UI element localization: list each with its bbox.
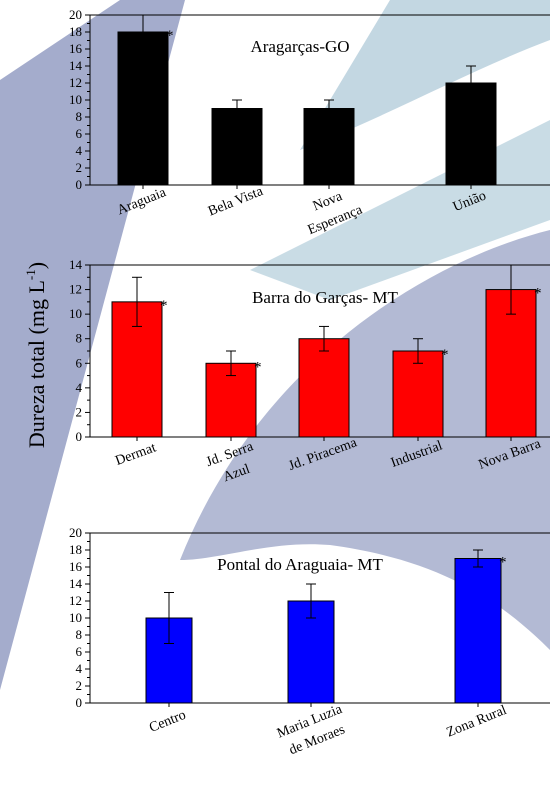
bar [392,350,444,438]
panel-title: Pontal do Araguaia- MT [217,555,383,574]
x-tick-label-line: Centro [147,708,188,736]
significance-marker: * [441,347,449,363]
panel-title: Barra do Garças- MT [252,288,398,307]
significance-marker: * [254,359,262,375]
x-tick-label-line: Dermat [114,440,159,468]
watermark-swoosh-top [300,0,550,150]
y-tick-label: 10 [69,610,82,625]
y-tick-label: 4 [76,380,83,395]
y-tick-label: 4 [76,143,83,158]
y-tick-label: 18 [69,542,82,557]
y-tick-label: 2 [76,678,83,693]
bar [303,108,355,186]
y-tick-label: 18 [69,24,82,39]
y-tick-label: 0 [76,429,83,444]
y-tick-label: 0 [76,177,83,192]
y-tick-label: 6 [76,644,83,659]
y-axis-label-close: ) [24,262,49,269]
y-tick-label: 12 [69,282,82,297]
bar [454,558,502,704]
y-tick-label: 6 [76,126,83,141]
y-tick-label: 6 [76,355,83,370]
x-tick-label: Dermat [114,440,159,468]
bar [298,338,350,438]
x-tick-label: Bela Vista [206,184,266,220]
y-tick-label: 12 [69,593,82,608]
y-tick-label: 14 [69,58,83,73]
y-tick-label: 20 [69,7,82,22]
significance-marker: * [160,298,168,314]
y-tick-label: 8 [76,109,83,124]
y-tick-label: 12 [69,75,82,90]
x-tick-label-line: Zona Rural [444,703,508,741]
panel-title: Aragarças-GO [250,37,349,56]
x-tick-label: Centro [147,708,188,736]
x-tick-label-line: Bela Vista [206,184,266,220]
y-tick-label: 0 [76,695,83,710]
y-axis-label-main: Dureza total (mg L [24,280,49,448]
y-tick-label: 14 [69,257,83,272]
y-tick-label: 8 [76,627,83,642]
y-tick-label: 16 [69,559,83,574]
y-tick-label: 10 [69,306,82,321]
significance-marker: * [166,28,174,44]
y-tick-label: 8 [76,331,83,346]
y-tick-label: 16 [69,41,83,56]
y-tick-label: 20 [69,525,82,540]
bar [211,108,263,186]
y-tick-label: 2 [76,160,83,175]
y-tick-label: 14 [69,576,83,591]
x-tick-label: Maria Luziade Moraes [275,702,353,761]
y-tick-label: 10 [69,92,82,107]
significance-marker: * [534,286,542,302]
chart-panel-3: 0 2 4 6 8 10 12 14 16 18 20 Pontal do Araguaia- MT C… [69,525,550,761]
bar [117,31,169,186]
y-tick-label: 4 [76,661,83,676]
watermark-arc-right [180,230,550,650]
y-axis-label-exponent: -1 [23,269,38,280]
y-axis-label: Dureza total (mg L-1) [23,262,49,448]
x-tick-label: Zona Rural [444,703,508,741]
significance-marker: * [499,555,507,571]
y-tick-label: 2 [76,404,83,419]
